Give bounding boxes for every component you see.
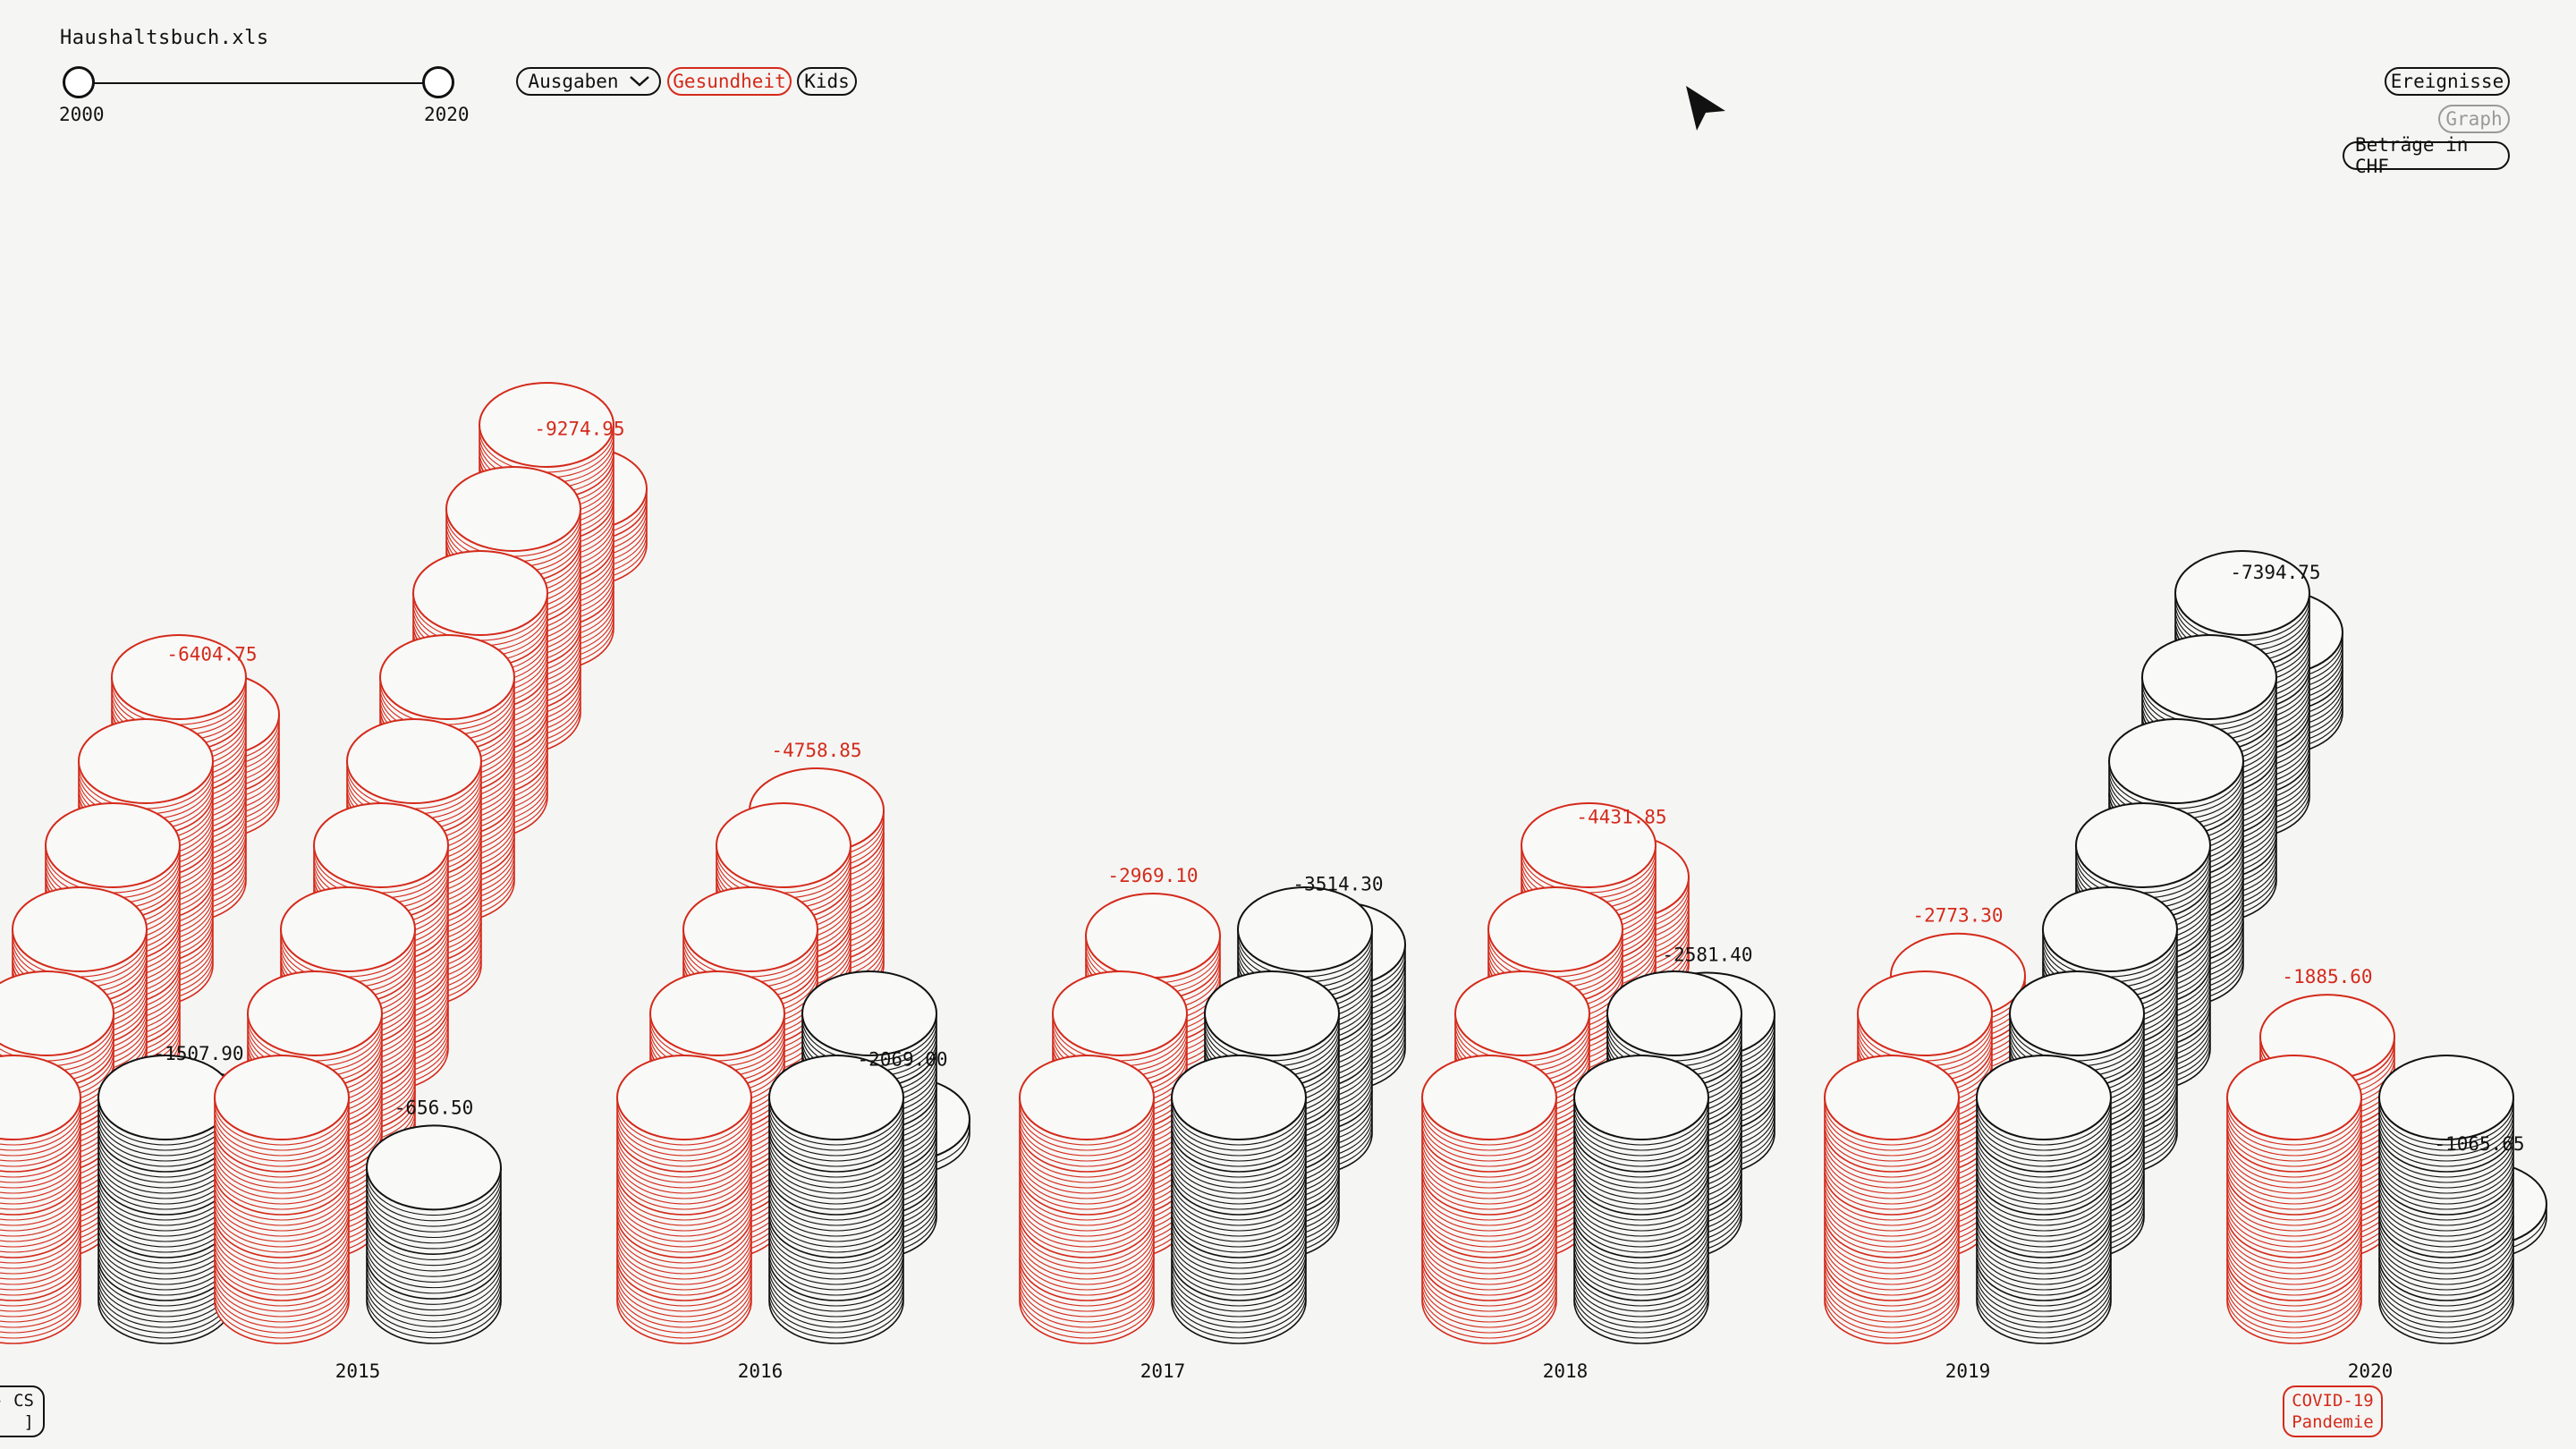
mouse-cursor-icon	[1686, 86, 1725, 131]
value-label-gesundheit: -6404.75	[166, 644, 257, 665]
slider-start-handle[interactable]	[63, 66, 95, 98]
slider-track[interactable]	[80, 82, 440, 84]
coin-segment	[214, 1055, 350, 1344]
stack-gesundheit[interactable]	[2226, 994, 2395, 1344]
year-group	[2226, 994, 2547, 1344]
year-group	[214, 382, 648, 1344]
year-group	[1421, 802, 1775, 1344]
year-axis-label: 2019	[1945, 1360, 1991, 1382]
events-toggle[interactable]: Ereignisse	[2385, 67, 2510, 96]
coin-segment	[1019, 1055, 1155, 1344]
value-label-gesundheit: -4758.85	[771, 740, 861, 761]
value-label-gesundheit: -1885.60	[2282, 966, 2372, 987]
value-label-kids: -7394.75	[2230, 562, 2320, 583]
year-group	[1824, 550, 2343, 1344]
event-badge-covid[interactable]: COVID-19 Pandemie	[2283, 1385, 2383, 1437]
stack-gesundheit[interactable]	[214, 382, 648, 1344]
stack-kids[interactable]	[1171, 886, 1406, 1344]
category-dropdown[interactable]: Ausgaben	[516, 67, 661, 96]
coin-segment	[97, 1055, 233, 1344]
stack-gesundheit[interactable]	[1019, 893, 1221, 1344]
coin-segment	[366, 1124, 502, 1344]
event-line-1: COVID-19	[2292, 1391, 2374, 1411]
value-label-gesundheit: -2773.30	[1912, 905, 2003, 927]
chip-gesundheit[interactable]: Gesundheit	[667, 67, 792, 96]
value-label-gesundheit: -4431.85	[1576, 807, 1666, 828]
currency-toggle[interactable]: Beträge in CHF	[2343, 134, 2510, 177]
coin-segment	[2226, 1055, 2362, 1344]
stack-kids[interactable]	[768, 970, 970, 1344]
stack-gesundheit[interactable]	[0, 634, 280, 1344]
coin-segment	[1171, 1055, 1307, 1344]
stack-kids[interactable]	[366, 1124, 502, 1344]
slider-end-handle[interactable]	[422, 66, 454, 98]
coin-segment	[1976, 1055, 2112, 1344]
value-label-kids: -1065.65	[2434, 1133, 2524, 1155]
year-axis-label: 2015	[335, 1360, 381, 1382]
stack-kids[interactable]	[1976, 550, 2343, 1344]
file-name: Haushaltsbuch.xls	[60, 27, 269, 49]
chevron-down-icon	[629, 72, 649, 91]
year-group	[0, 634, 280, 1344]
value-label-kids: -2581.40	[1662, 944, 1752, 965]
year-axis-label: 2016	[738, 1360, 784, 1382]
stack-kids[interactable]	[1573, 970, 1775, 1344]
coin-segment	[1573, 1055, 1709, 1344]
value-label-kids: -3514.30	[1292, 874, 1383, 895]
year-axis-label: 2020	[2348, 1360, 2394, 1382]
coin-segment	[0, 1055, 81, 1344]
event-line-2: Pandemie	[2292, 1412, 2374, 1432]
value-label-kids: -656.50	[394, 1097, 474, 1118]
value-label-gesundheit: -2969.10	[1107, 865, 1198, 886]
year-range-slider[interactable]: 2000 2020	[59, 64, 470, 136]
coin-segment	[616, 1055, 752, 1344]
value-label-kids: -2069.00	[857, 1048, 947, 1070]
category-dropdown-label: Ausgaben	[528, 71, 619, 92]
value-label-gesundheit: -9274.95	[534, 418, 624, 439]
year-group	[616, 767, 970, 1344]
graph-toggle[interactable]: Graph	[2438, 105, 2510, 133]
coin-segment	[2378, 1055, 2514, 1344]
labels-layer: -6404.75 -1507.90 -9274.95 -656.50 2015 -4758…	[153, 418, 2524, 1382]
slider-start-label: 2000	[59, 104, 105, 125]
edge-tag-line-1: - CS	[0, 1391, 34, 1411]
value-label-kids: -1507.90	[153, 1043, 243, 1064]
year-axis-label: 2018	[1543, 1360, 1589, 1382]
coin-segment	[768, 1055, 904, 1344]
chip-kids[interactable]: Kids	[797, 67, 857, 96]
stacks-layer	[0, 382, 2547, 1344]
slider-end-label: 2020	[424, 104, 470, 125]
coin-segment	[1824, 1055, 1960, 1344]
edge-tag-line-2: ]	[23, 1412, 34, 1432]
coin-segment	[1421, 1055, 1557, 1344]
year-axis-label: 2017	[1140, 1360, 1186, 1382]
stack-kids[interactable]	[2378, 1055, 2547, 1344]
year-group	[1019, 886, 1406, 1344]
edge-event-badge[interactable]: - CS ]	[0, 1385, 45, 1437]
